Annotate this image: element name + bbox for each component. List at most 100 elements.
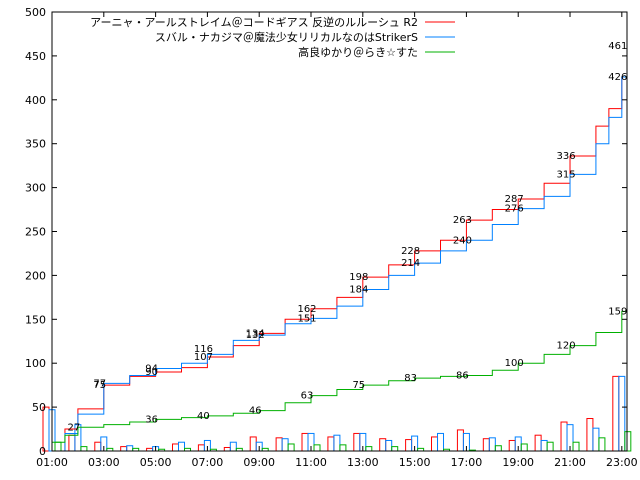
- bar: [120, 446, 128, 452]
- y-tick-label: 400: [25, 94, 46, 107]
- bar: [612, 375, 620, 452]
- bar: [437, 432, 445, 452]
- data-label: 336: [556, 151, 575, 162]
- legend-label: 高良ゆかり＠らき☆すた: [298, 45, 418, 59]
- y-tick-label: 500: [25, 6, 46, 19]
- data-label: 63: [301, 391, 314, 402]
- bar: [592, 427, 600, 452]
- plot-frame: [51, 11, 628, 452]
- data-label: 100: [505, 358, 524, 369]
- bar: [287, 443, 295, 452]
- data-label: 198: [349, 272, 368, 283]
- bar: [178, 441, 186, 452]
- series-line: [52, 46, 628, 452]
- bar: [229, 441, 237, 452]
- bar: [197, 444, 205, 452]
- data-label: 90: [145, 367, 158, 378]
- legend-label: アーニャ・アールストレイム＠コードギアス 反逆のルルーシュ R2: [90, 15, 418, 29]
- x-tick-label: 05:00: [140, 456, 172, 469]
- bar: [488, 437, 496, 452]
- x-tick-label: 09:00: [243, 456, 275, 469]
- x-tick-label: 21:00: [554, 456, 586, 469]
- bar: [327, 436, 335, 452]
- data-label: 132: [246, 330, 265, 341]
- legend-label: スバル・ナカジマ＠魔法少女リリカルなのはStrikerS: [155, 30, 418, 44]
- bar: [80, 446, 88, 452]
- x-tick-label: 13:00: [347, 456, 379, 469]
- bar: [339, 444, 347, 452]
- bar: [391, 446, 399, 452]
- bar: [333, 434, 341, 452]
- bar: [68, 434, 76, 452]
- axes: 0 50 100 150 200 250 300 350 400 450 500 01:00 03:00…: [25, 6, 638, 469]
- bar: [624, 431, 632, 452]
- bar: [598, 437, 606, 452]
- x-tick-label: 07:00: [192, 456, 224, 469]
- bar: [54, 441, 62, 452]
- series-line: [52, 76, 628, 452]
- data-label: 159: [608, 306, 627, 317]
- y-tick-label: 100: [25, 357, 46, 370]
- bar: [385, 439, 393, 452]
- data-label: 228: [401, 246, 420, 257]
- legend: アーニャ・アールストレイム＠コードギアス 反逆のルルーシュ R2スバル・ナカジマ…: [90, 15, 455, 59]
- bar: [126, 445, 134, 452]
- bar: [534, 434, 542, 452]
- y-tick-label: 50: [32, 401, 46, 414]
- data-label: 75: [93, 380, 106, 391]
- data-label: 107: [194, 352, 213, 363]
- bar: [275, 437, 283, 452]
- bar: [365, 446, 373, 452]
- x-tick-label: 15:00: [399, 456, 431, 469]
- y-tick-label: 250: [25, 226, 46, 239]
- data-label: 151: [297, 313, 316, 324]
- bar: [301, 432, 309, 452]
- data-label: 77: [93, 378, 106, 389]
- bar: [586, 418, 594, 452]
- bar: [313, 444, 321, 452]
- bar: [94, 441, 102, 452]
- x-tick-label: 01:00: [36, 456, 68, 469]
- data-label: 94: [145, 363, 158, 374]
- bar: [546, 441, 554, 452]
- bar: [520, 443, 528, 452]
- data-label: 214: [401, 258, 420, 269]
- y-tick-label: 450: [25, 50, 46, 63]
- data-label: 83: [404, 373, 417, 384]
- data-label: 276: [505, 204, 524, 215]
- data-label: 184: [349, 284, 368, 295]
- y-tick-label: 300: [25, 182, 46, 195]
- data-label: 40: [197, 411, 210, 422]
- y-tick-label: 350: [25, 138, 46, 151]
- bar: [353, 432, 361, 452]
- bar: [456, 429, 464, 452]
- data-label: 27: [68, 422, 81, 433]
- x-tick-label: 11:00: [295, 456, 327, 469]
- data-label: 116: [194, 344, 213, 355]
- data-label: 315: [556, 169, 575, 180]
- data-label: 287: [505, 194, 524, 205]
- bar: [223, 446, 231, 452]
- data-label: 134: [246, 328, 265, 339]
- bar: [572, 441, 580, 452]
- data-label: 240: [453, 235, 472, 246]
- x-tick-label: 19:00: [502, 456, 534, 469]
- bar: [508, 439, 516, 452]
- bar: [281, 438, 289, 452]
- bar: [405, 439, 413, 452]
- bar: [431, 436, 439, 452]
- series-line: [52, 310, 627, 443]
- data-label: 162: [297, 304, 316, 315]
- bar: [560, 421, 568, 452]
- x-tick-label: 23:00: [606, 456, 638, 469]
- data-label: 426: [608, 72, 627, 83]
- data-label: 461: [608, 41, 627, 52]
- bar: [618, 375, 626, 452]
- bar: [540, 439, 548, 452]
- y-tick-label: 0: [39, 445, 46, 458]
- data-label: 86: [456, 370, 469, 381]
- y-tick-label: 150: [25, 313, 46, 326]
- x-tick-label: 03:00: [88, 456, 120, 469]
- bar: [172, 443, 180, 452]
